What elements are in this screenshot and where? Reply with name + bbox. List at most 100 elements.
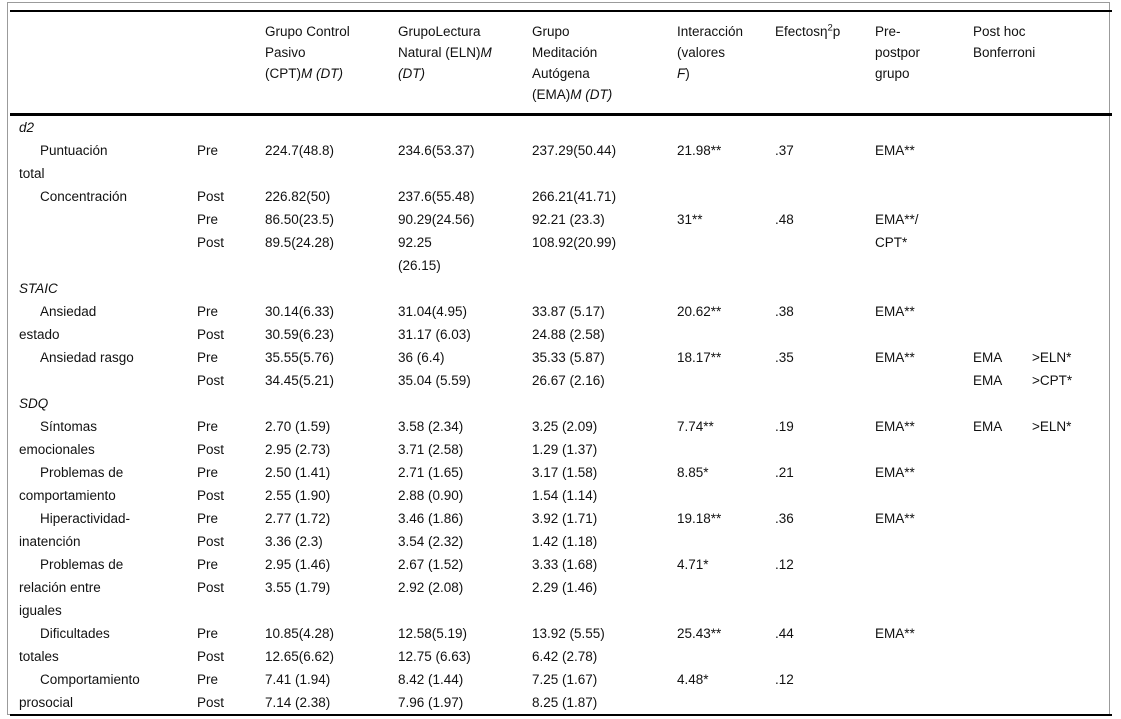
cell-eff: .44 [775, 626, 794, 641]
cell-ph1 [973, 323, 1032, 346]
cell-eln: 3.71 (2.58) [398, 442, 464, 457]
cell-cpt: 86.50(23.5) [265, 212, 335, 227]
cell-ph2 [1032, 668, 1112, 691]
cell-ppg: EMA** [875, 465, 915, 480]
cell-inter [677, 231, 775, 254]
cell-ph1: EMA [973, 419, 1003, 434]
header-line: Grupo Control [265, 21, 394, 42]
cell-inter [677, 438, 775, 461]
row-label-cell: Hiperactividad- [40, 511, 131, 526]
cell-eff [775, 438, 875, 461]
row-label-cell: prosocial [19, 695, 74, 710]
cell-ema [532, 254, 677, 277]
cell-prepost: Post [197, 235, 225, 250]
cell-cpt [265, 392, 398, 415]
cell-eln: (26.15) [398, 258, 441, 273]
cell-ppg [875, 254, 973, 277]
cell-ppg: EMA** [875, 143, 915, 158]
cell-cpt: 35.55(5.76) [265, 350, 335, 365]
header-line: (DT) [398, 63, 528, 84]
cell-ema: 237.29(50.44) [532, 143, 617, 158]
cell-ph1 [973, 208, 1032, 231]
table-row: relación entre Post 3.55 (1.79) 2.92 (2.08)… [10, 576, 1112, 599]
cell-cpt: 3.36 (2.3) [265, 534, 323, 549]
table-row: total [10, 162, 1112, 185]
cell-ph1 [973, 254, 1032, 277]
header-line: Grupo [532, 21, 673, 42]
cell-eln: 3.46 (1.86) [398, 511, 464, 526]
header-line: postpor [875, 42, 969, 63]
cell-ph1 [973, 162, 1032, 185]
cell-cpt: 226.82(50) [265, 189, 331, 204]
cell-inter [677, 277, 775, 300]
cell-eff [775, 576, 875, 599]
cell-prepost: Pre [197, 143, 219, 158]
row-label-cell: emocionales [19, 442, 95, 457]
header-text-segment: (EMA) [532, 87, 571, 102]
cell-inter [677, 645, 775, 668]
cell-cpt: 2.95 (1.46) [265, 557, 331, 572]
cell-ph2: >ELN* [1032, 419, 1072, 434]
table-row: SDQ [10, 392, 1112, 415]
column-header-eff: Efectosη2p [775, 11, 875, 115]
cell-prepost: Post [197, 534, 225, 549]
table-row: Post 89.5(24.28) 92.25 108.92(20.99) CPT* [10, 231, 1112, 254]
table-row: Problemas de Pre 2.50 (1.41) 2.71 (1.65) 3.1… [10, 461, 1112, 484]
cell-eff [775, 392, 875, 415]
cell-eff [775, 323, 875, 346]
cell-ema: 3.17 (1.58) [532, 465, 598, 480]
cell-ph1 [973, 645, 1032, 668]
cell-prepost [197, 392, 265, 415]
cell-ema: 1.29 (1.37) [532, 442, 598, 457]
row-label-cell: inatención [19, 534, 81, 549]
header-line: Interacción [677, 21, 771, 42]
cell-eff: .48 [775, 212, 794, 227]
header-line: Natural (ELN)M [398, 42, 528, 63]
cell-prepost: Pre [197, 511, 219, 526]
cell-inter: 25.43** [677, 626, 722, 641]
cell-prepost: Post [197, 373, 225, 388]
column-header-label [10, 11, 197, 115]
table-row: d2 [10, 115, 1112, 140]
cell-ema: 33.87 (5.17) [532, 304, 605, 319]
row-label-cell: Problemas de [40, 465, 124, 480]
cell-prepost: Post [197, 442, 225, 457]
header-line: Bonferroni [973, 42, 1108, 63]
cell-eln: 92.25 [398, 235, 432, 250]
row-label-cell: Ansiedad rasgo [40, 350, 134, 365]
cell-ppg [875, 162, 973, 185]
cell-ema: 13.92 (5.55) [532, 626, 605, 641]
header-text-segment: Grupo [532, 24, 570, 39]
cell-cpt: 2.50 (1.41) [265, 465, 331, 480]
cell-ppg: EMA** [875, 626, 915, 641]
cell-ph1 [973, 461, 1032, 484]
header-text-segment: GrupoLectura [398, 24, 481, 39]
cell-inter [677, 115, 775, 140]
row-label-cell: Problemas de [40, 557, 124, 572]
cell-eff: .37 [775, 143, 794, 158]
cell-prepost [197, 115, 265, 140]
row-label-cell: Comportamiento [40, 672, 140, 687]
table-row: emocionales Post 2.95 (2.73) 3.71 (2.58) 1.2… [10, 438, 1112, 461]
header-line: GrupoLectura [398, 21, 528, 42]
cell-ppg [875, 277, 973, 300]
cell-prepost: Pre [197, 304, 219, 319]
cell-eff: .19 [775, 419, 794, 434]
cell-prepost: Post [197, 488, 225, 503]
cell-ema: 3.33 (1.68) [532, 557, 598, 572]
table-row: estado Post 30.59(6.23) 31.17 (6.03) 24.88 (… [10, 323, 1112, 346]
row-label-cell: Ansiedad [40, 304, 97, 319]
cell-inter: 18.17** [677, 350, 722, 365]
cell-ph1 [973, 300, 1032, 323]
header-line: F) [677, 63, 771, 84]
row-label-cell: totales [19, 649, 59, 664]
cell-cpt: 12.65(6.62) [265, 649, 335, 664]
column-header-eln: GrupoLectura Natural (ELN)M (DT) [398, 11, 532, 115]
cell-eff [775, 599, 875, 622]
cell-eff: .12 [775, 557, 794, 572]
cell-prepost: Pre [197, 626, 219, 641]
cell-ph1 [973, 231, 1032, 254]
cell-eff: .21 [775, 465, 794, 480]
cell-cpt: 30.14(6.33) [265, 304, 335, 319]
row-label-cell: comportamiento [19, 488, 116, 503]
